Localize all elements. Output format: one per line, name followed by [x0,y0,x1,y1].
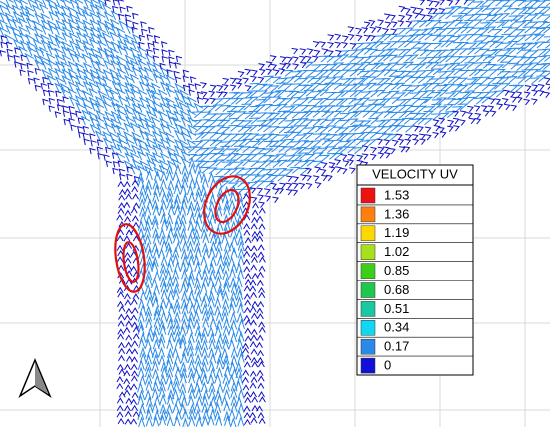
legend-label: 0.85 [384,263,409,278]
legend-swatch [360,301,376,317]
legend-label: 1.53 [384,187,409,202]
legend: VELOCITY UV 1.53 1.36 1.19 1.02 0.85 0.68 0.51… [356,164,474,376]
legend-swatch [360,263,376,279]
legend-label: 0.17 [384,339,409,354]
legend-label: 0.68 [384,282,409,297]
legend-box [356,164,474,376]
eddy [203,175,251,235]
eddy [214,188,240,224]
legend-swatch [360,357,376,374]
legend-swatch [360,187,376,204]
legend-swatch [360,225,376,242]
legend-title: VELOCITY UV [372,166,458,181]
legend-label: 0 [384,358,391,373]
north-arrow [18,358,52,398]
north-arrow-shade [35,362,48,394]
legend-swatch [360,244,376,260]
legend-label: 1.02 [384,244,409,259]
eddy [114,223,146,293]
legend-label: 0.34 [384,320,409,335]
legend-label: 0.51 [384,301,409,316]
legend-swatch [360,320,376,336]
legend-label: 1.36 [384,206,409,221]
legend-label: 1.19 [384,225,409,240]
eddy [122,241,140,283]
legend-swatch [360,282,376,298]
legend-swatch [360,338,376,355]
eddies [114,175,251,293]
legend-swatch [360,206,376,223]
